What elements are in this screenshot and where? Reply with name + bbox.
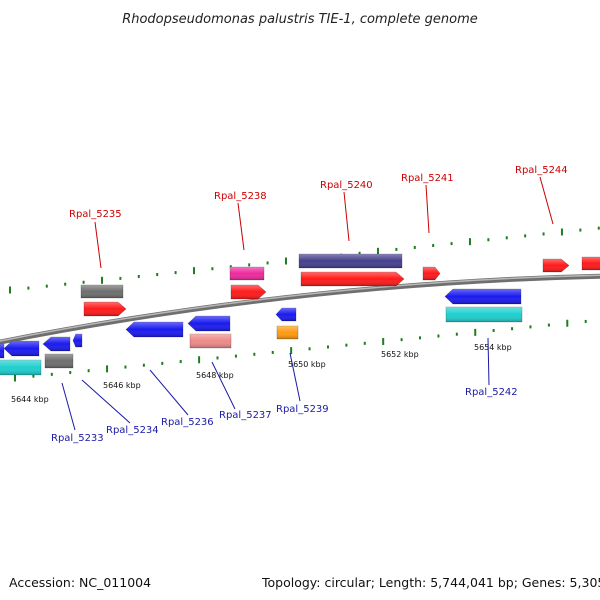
forward-gene-labels: Rpal_5235 Rpal_5238 Rpal_5240 Rpal_5241 … <box>69 165 568 220</box>
gene-feature-red[interactable] <box>542 258 570 273</box>
gene-feature-red[interactable] <box>83 301 127 317</box>
leader-line <box>149 369 189 416</box>
gene-feature-cyan[interactable] <box>0 359 42 376</box>
gene-label-rpal-5233[interactable]: Rpal_5233 <box>51 433 104 444</box>
reverse-strand-tick-row <box>14 319 587 382</box>
gene-feature-blue[interactable] <box>42 336 71 352</box>
gene-feature-red[interactable] <box>300 271 405 287</box>
accession-text: Accession: NC_011004 <box>9 575 152 590</box>
gene-feature-blue[interactable] <box>444 288 522 305</box>
leader-line <box>487 337 490 386</box>
gene-feature-magenta[interactable] <box>229 266 265 281</box>
label-leader-lines <box>61 176 554 431</box>
genome-backbone <box>0 273 600 345</box>
leader-line <box>211 361 236 410</box>
tick-label-5646: 5646 kbp <box>103 381 141 390</box>
gene-feature-pink[interactable] <box>189 333 232 349</box>
leader-line <box>425 184 430 234</box>
tick-label-5650: 5650 kbp <box>288 360 326 369</box>
gene-feature-blue[interactable] <box>125 321 184 338</box>
gene-feature-blue[interactable] <box>0 343 5 359</box>
tick-label-5654: 5654 kbp <box>474 343 512 352</box>
gene-label-rpal-5237[interactable]: Rpal_5237 <box>219 410 272 421</box>
gene-label-rpal-5238[interactable]: Rpal_5238 <box>214 191 267 202</box>
leader-line <box>289 352 301 402</box>
leader-line <box>343 191 350 242</box>
leader-line <box>237 202 245 251</box>
gene-feature-blue[interactable] <box>275 307 297 322</box>
tick-label-5648: 5648 kbp <box>196 371 234 380</box>
map-title: Rhodopseudomonas palustris TIE-1, comple… <box>122 12 478 27</box>
gene-feature-blue[interactable] <box>72 333 83 348</box>
leader-line <box>94 221 102 269</box>
gene-label-rpal-5234[interactable]: Rpal_5234 <box>106 425 159 436</box>
reverse-gene-labels: Rpal_5233 Rpal_5234 Rpal_5236 Rpal_5237 … <box>51 387 518 444</box>
leader-line <box>539 176 554 225</box>
gene-label-rpal-5236[interactable]: Rpal_5236 <box>161 417 214 428</box>
leader-line <box>81 379 131 424</box>
gene-feature-blue[interactable] <box>3 340 40 357</box>
gene-feature-blue[interactable] <box>187 315 231 332</box>
gene-label-rpal-5242[interactable]: Rpal_5242 <box>465 387 518 398</box>
gene-label-rpal-5240[interactable]: Rpal_5240 <box>320 180 373 191</box>
tick-label-5644: 5644 kbp <box>11 395 49 404</box>
gene-label-rpal-5244[interactable]: Rpal_5244 <box>515 165 568 176</box>
genome-backbone-highlight <box>0 274 600 342</box>
position-tick-labels: 5644 kbp 5646 kbp 5648 kbp 5650 kbp 5652… <box>11 343 512 404</box>
gene-feature-red[interactable] <box>422 266 441 281</box>
genome-summary-text: Topology: circular; Length: 5,744,041 bp… <box>262 575 600 590</box>
gene-label-rpal-5235[interactable]: Rpal_5235 <box>69 209 122 220</box>
gene-feature-gray[interactable] <box>44 353 74 369</box>
gene-label-rpal-5239[interactable]: Rpal_5239 <box>276 404 329 415</box>
leader-line <box>61 382 76 431</box>
gene-feature-orange[interactable] <box>276 325 299 340</box>
gene-features <box>0 253 600 376</box>
gene-feature-indigo[interactable] <box>298 253 403 269</box>
gene-feature-cyan[interactable] <box>445 306 523 323</box>
gene-feature-gray[interactable] <box>80 284 124 299</box>
gene-label-rpal-5241[interactable]: Rpal_5241 <box>401 173 454 184</box>
tick-label-5652: 5652 kbp <box>381 350 419 359</box>
gene-feature-red[interactable] <box>230 284 267 300</box>
forward-strand-tick-row <box>9 226 600 294</box>
gene-feature-red[interactable] <box>581 256 600 271</box>
